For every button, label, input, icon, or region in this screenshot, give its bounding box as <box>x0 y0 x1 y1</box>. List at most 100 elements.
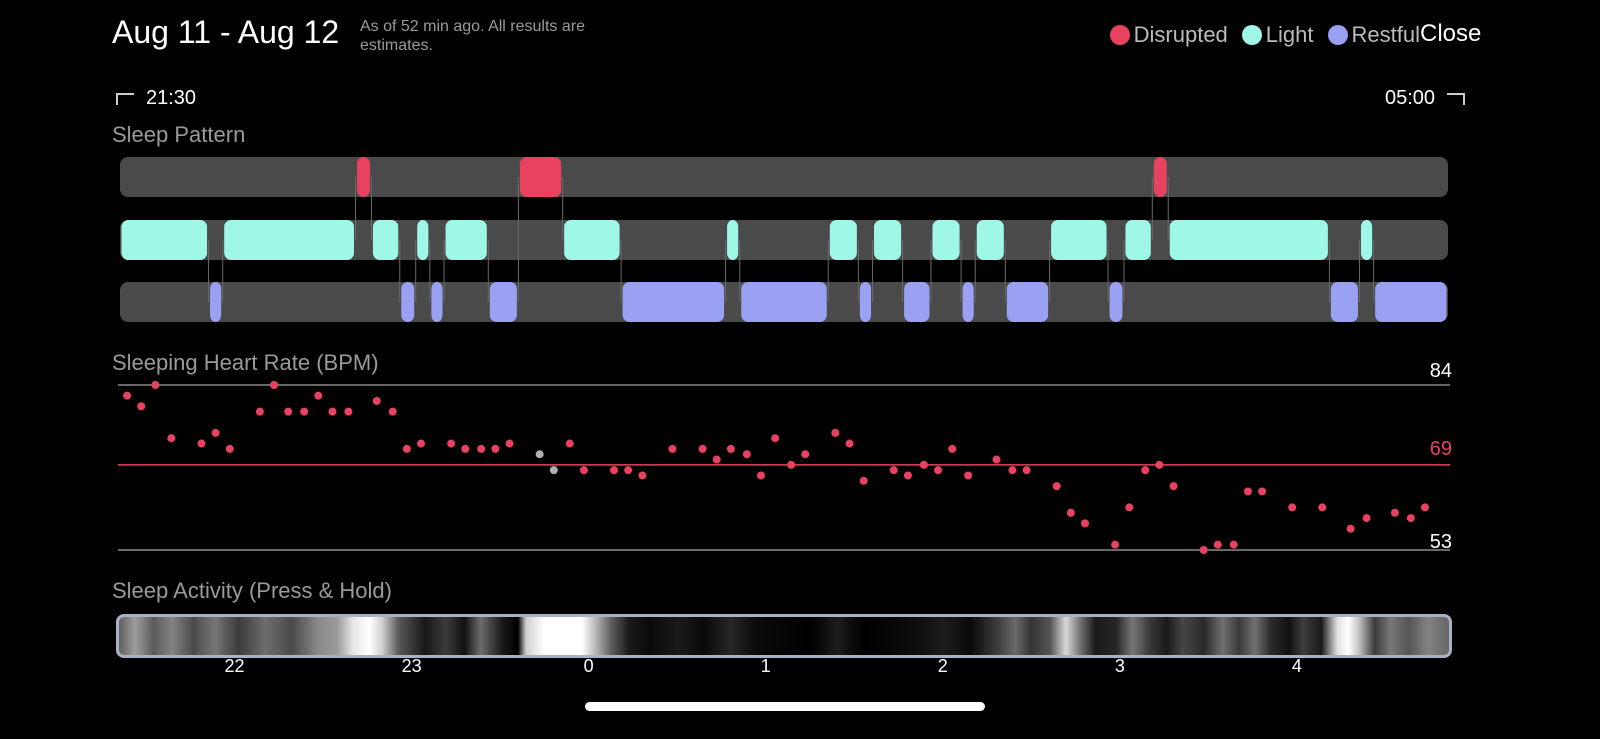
segment-disrupted <box>356 157 370 197</box>
segment-light <box>874 220 902 260</box>
heart-rate-point <box>270 381 279 389</box>
heart-rate-point <box>845 439 854 448</box>
heart-rate-point <box>314 391 323 400</box>
segment-restful <box>401 282 415 322</box>
segment-light <box>1360 220 1373 260</box>
heart-rate-point <box>372 396 381 405</box>
hour-tick-label: 0 <box>583 656 594 676</box>
heart-rate-point <box>787 460 796 469</box>
heart-rate-point <box>1066 508 1075 517</box>
heart-rate-point <box>919 460 928 469</box>
segment-light <box>727 220 739 260</box>
home-indicator[interactable] <box>585 702 985 711</box>
heart-rate-point <box>565 439 574 448</box>
heart-rate-point <box>610 466 619 475</box>
heart-rate-point <box>447 439 456 448</box>
heart-rate-point <box>225 444 234 453</box>
disrupted-dot-icon <box>1109 25 1130 45</box>
close-button[interactable]: Close <box>1420 20 1482 47</box>
segment-restful <box>859 282 872 322</box>
heart-rate-point <box>1258 487 1267 496</box>
heart-rate-point <box>328 407 337 416</box>
segment-restful <box>210 282 222 322</box>
heart-rate-point <box>831 428 840 437</box>
heart-rate-point <box>477 444 486 453</box>
page-title: Aug 11 - Aug 12 <box>112 14 340 50</box>
hour-tick-label: 3 <box>1114 656 1125 676</box>
heart-rate-point <box>255 407 264 416</box>
segment-light <box>564 220 620 260</box>
heart-rate-point <box>1243 487 1252 496</box>
sleep-pattern-chart[interactable] <box>0 150 1600 330</box>
heart-rate-point <box>742 450 751 459</box>
segment-light <box>1169 220 1328 260</box>
heart-rate-point <box>964 471 973 480</box>
sleep-activity-bar[interactable] <box>116 614 1452 658</box>
heart-rate-point <box>505 439 514 448</box>
heart-rate-point <box>197 439 206 448</box>
segment-restful <box>1375 282 1447 322</box>
heart-rate-point <box>1390 508 1399 517</box>
bracket-left-icon <box>116 92 134 105</box>
min-label: 53 <box>1430 531 1452 553</box>
segment-light <box>932 220 960 260</box>
heart-rate-point <box>624 466 633 475</box>
segment-disrupted <box>519 157 562 197</box>
bracket-right-icon <box>1447 92 1466 105</box>
heart-rate-point <box>1420 503 1429 512</box>
track-disrupted <box>120 157 1448 197</box>
segment-light <box>445 220 487 260</box>
sleep-pattern-title: Sleep Pattern <box>112 122 246 147</box>
segment-restful <box>1006 282 1049 322</box>
heart-rate-point <box>1288 503 1297 512</box>
restful-dot-icon <box>1327 25 1348 45</box>
hour-tick-label: 2 <box>937 656 948 676</box>
heart-rate-point <box>1081 519 1090 528</box>
hour-tick-label: 4 <box>1291 656 1302 676</box>
heart-rate-point <box>284 407 293 416</box>
heart-rate-point <box>535 450 544 459</box>
heart-rate-point <box>137 402 146 411</box>
time-range-start: 21:30 <box>116 87 196 110</box>
sleep-activity-title: Sleep Activity (Press & Hold) <box>112 578 392 603</box>
segment-light <box>1125 220 1151 260</box>
segment-light <box>224 220 354 260</box>
heart-rate-point <box>726 444 735 453</box>
heart-rate-point <box>388 407 397 416</box>
heart-rate-point <box>1213 540 1222 549</box>
segment-restful <box>741 282 827 322</box>
heart-rate-point <box>712 455 721 464</box>
heart-rate-point <box>756 471 765 480</box>
heart-rate-point <box>1229 540 1238 549</box>
heart-rate-point <box>1155 460 1164 469</box>
segment-light <box>976 220 1004 260</box>
heart-rate-point <box>1199 546 1208 554</box>
light-dot-icon <box>1241 25 1262 45</box>
heart-rate-point <box>549 466 558 475</box>
heart-rate-title: Sleeping Heart Rate (BPM) <box>112 350 379 375</box>
heart-rate-point <box>859 476 868 485</box>
avg-label: 69 <box>1430 438 1452 460</box>
legend-label: Disrupted <box>1133 22 1228 47</box>
heart-rate-point <box>801 450 810 459</box>
segment-restful <box>1330 282 1358 322</box>
heart-rate-point <box>698 444 707 453</box>
heart-rate-chart: 84 69 53 <box>118 360 1452 554</box>
end-time: 05:00 <box>1385 87 1436 109</box>
segment-restful <box>962 282 974 322</box>
segment-light <box>372 220 399 260</box>
heart-rate-point <box>948 444 957 453</box>
heart-rate-point <box>1346 524 1355 533</box>
estimate-note: As of 52 min ago. All results are estima… <box>360 18 585 54</box>
heart-rate-point <box>491 444 500 453</box>
max-label: 84 <box>1430 360 1452 382</box>
heart-rate-point <box>1008 466 1017 475</box>
heart-rate-point <box>903 471 912 480</box>
heart-rate-point <box>1406 514 1415 523</box>
time-range-end: 05:00 <box>1385 87 1466 110</box>
heart-rate-point <box>638 471 647 480</box>
hour-tick-label: 23 <box>401 656 422 676</box>
heart-rate-point <box>1125 503 1134 512</box>
segment-light <box>121 220 208 260</box>
legend-item-light: Light <box>1241 22 1314 48</box>
